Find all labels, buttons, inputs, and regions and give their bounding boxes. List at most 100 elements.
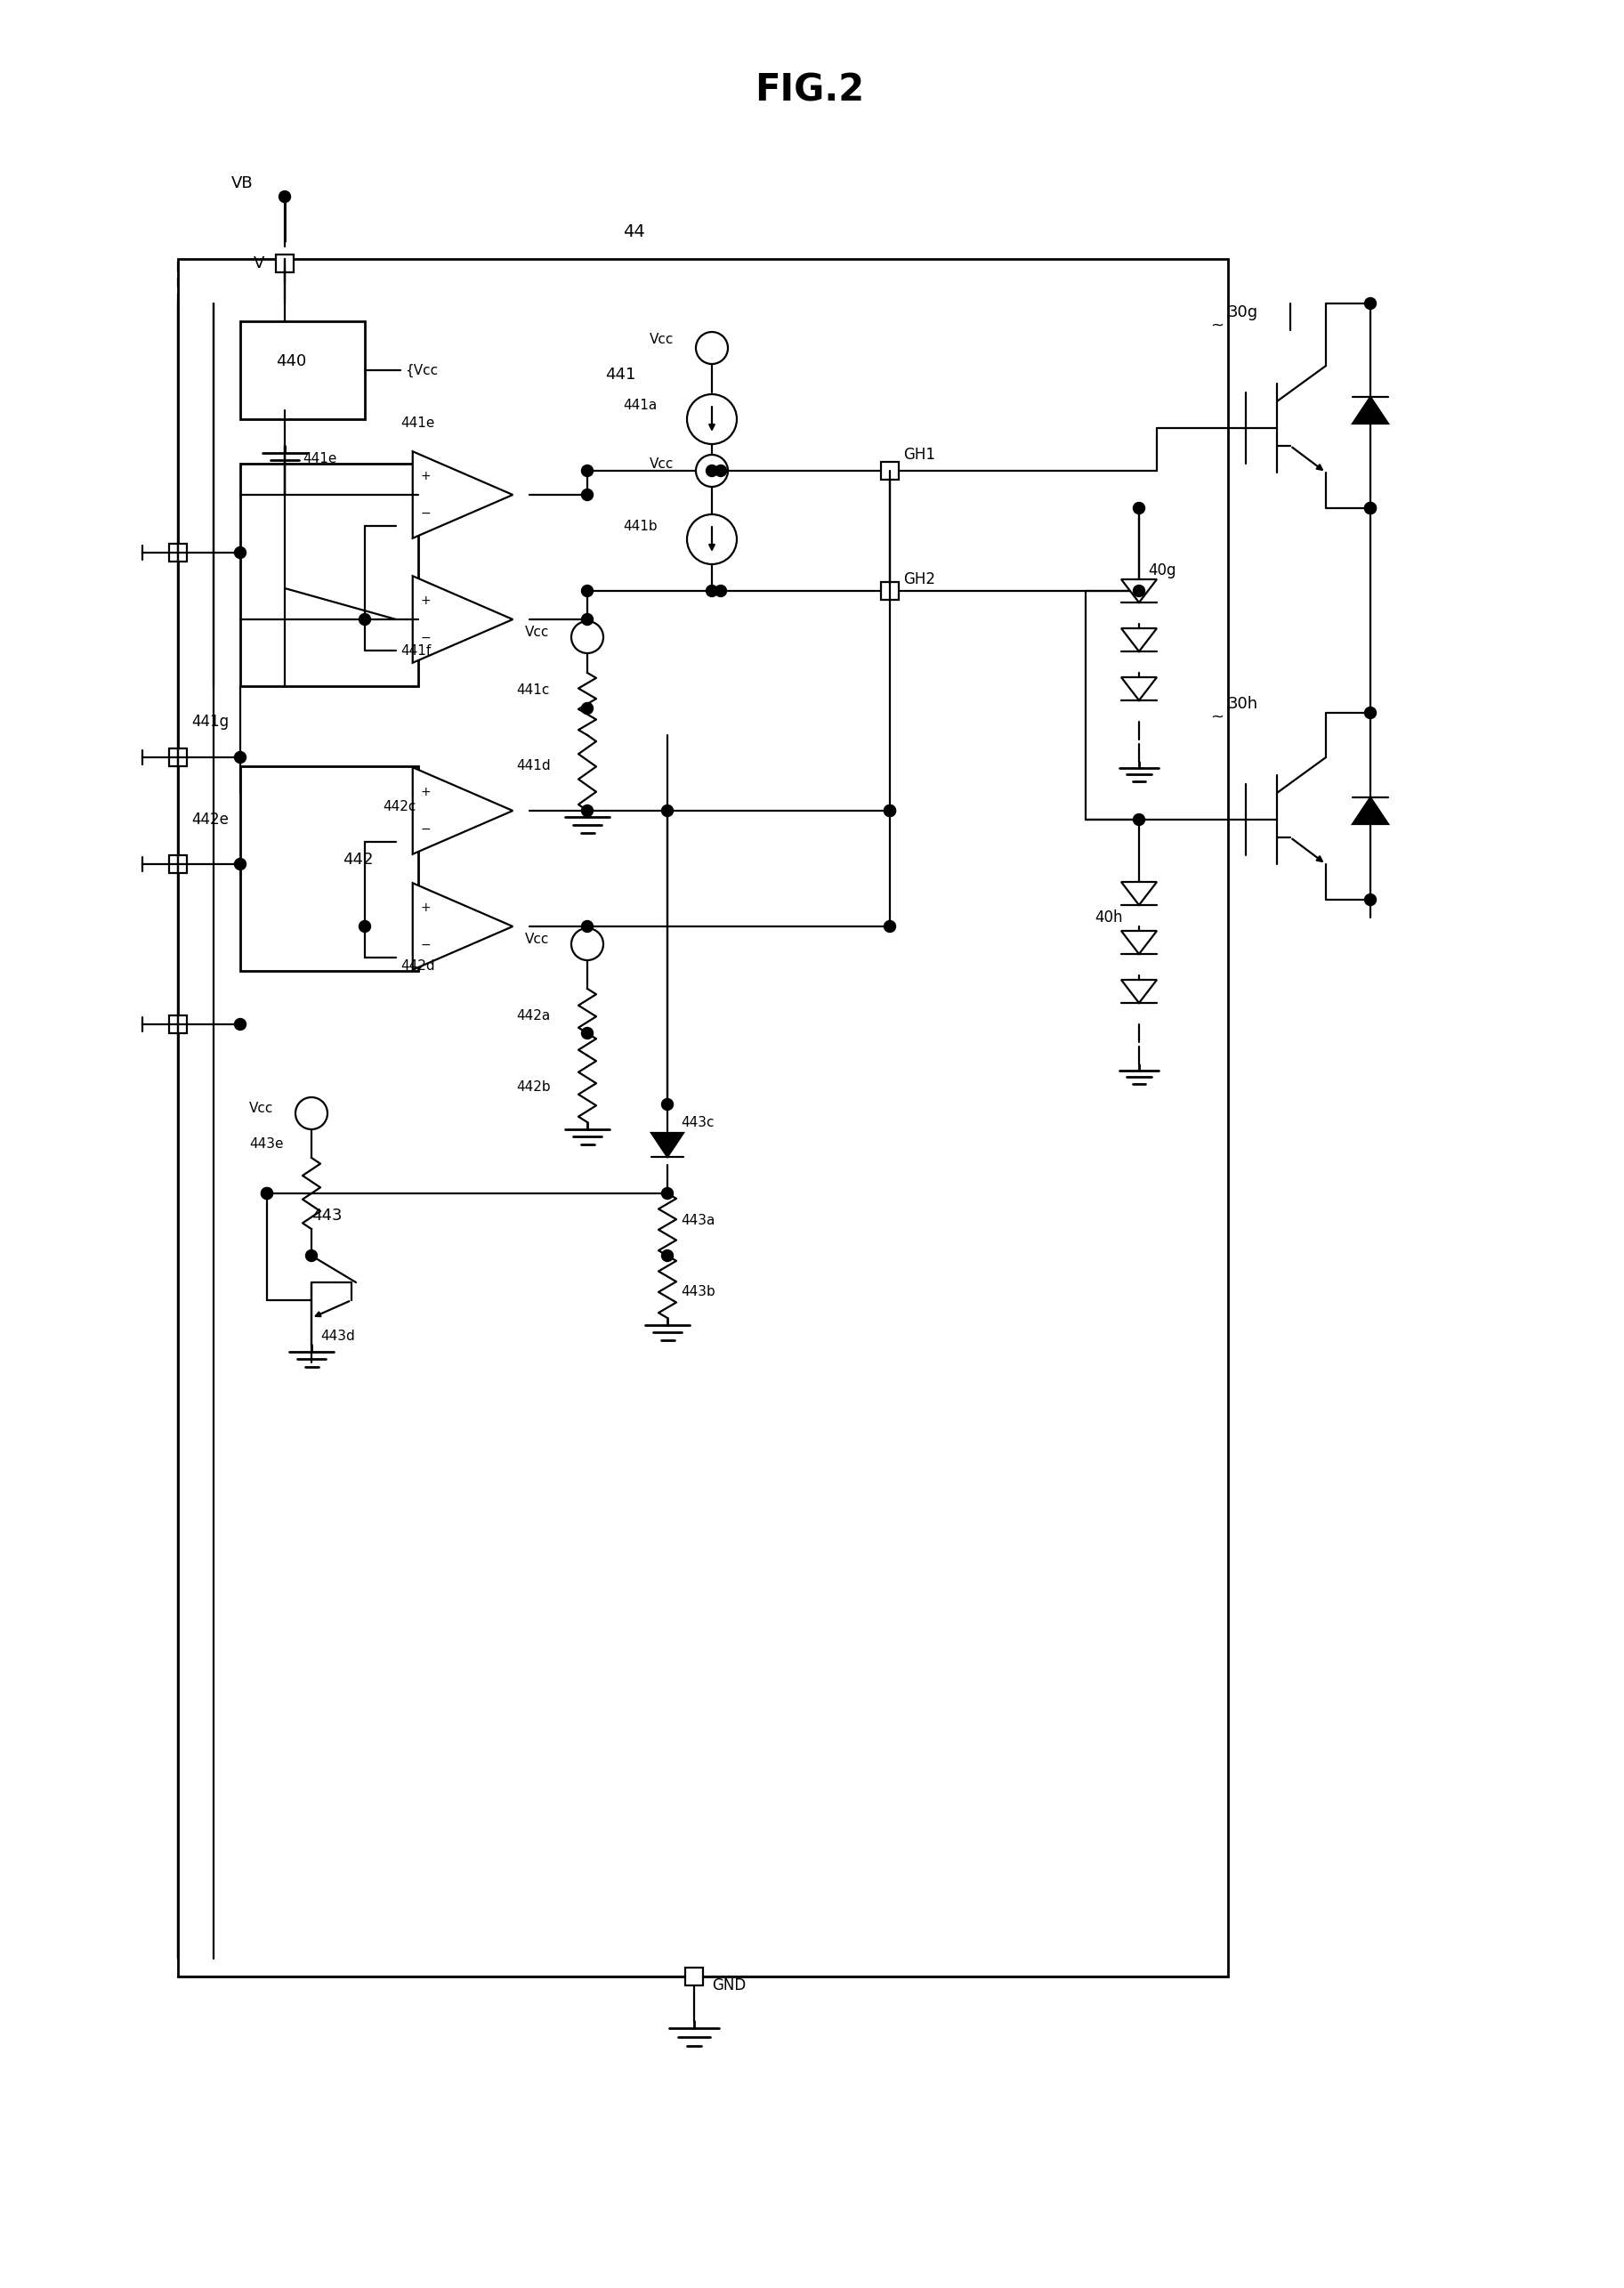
Text: −: − — [421, 824, 432, 835]
Text: FIG.2: FIG.2 — [755, 71, 864, 108]
Circle shape — [661, 1249, 674, 1261]
Text: 440: 440 — [276, 352, 307, 368]
Text: 443: 443 — [312, 1208, 343, 1224]
Text: Vcc: Vcc — [525, 627, 549, 638]
Circle shape — [1364, 503, 1376, 515]
Polygon shape — [1121, 881, 1156, 906]
Text: 441f: 441f — [401, 643, 430, 657]
Circle shape — [234, 1018, 247, 1030]
Text: 30g: 30g — [1228, 304, 1259, 320]
Circle shape — [1134, 586, 1145, 597]
Text: 44: 44 — [624, 224, 645, 240]
Text: 442d: 442d — [401, 959, 435, 972]
Text: Vcc: Vcc — [650, 458, 674, 471]
Circle shape — [234, 547, 247, 558]
Polygon shape — [412, 766, 513, 853]
Circle shape — [305, 1249, 317, 1261]
Text: 442b: 442b — [516, 1080, 551, 1094]
Circle shape — [359, 613, 370, 625]
Bar — [276, 254, 294, 272]
Text: 442: 442 — [343, 851, 374, 867]
Circle shape — [715, 464, 726, 476]
Bar — [685, 1968, 703, 1986]
Circle shape — [581, 490, 593, 501]
Text: Vcc: Vcc — [525, 934, 549, 947]
Text: 441: 441 — [606, 366, 635, 382]
Text: {Vcc: {Vcc — [404, 364, 438, 378]
Text: +: + — [421, 901, 432, 913]
Text: V: V — [253, 256, 265, 272]
Circle shape — [883, 805, 896, 817]
Polygon shape — [412, 577, 513, 664]
Circle shape — [359, 920, 370, 931]
Text: 40g: 40g — [1148, 563, 1176, 579]
Polygon shape — [1121, 677, 1156, 700]
Text: 441d: 441d — [516, 760, 551, 773]
Circle shape — [581, 586, 593, 597]
Circle shape — [883, 805, 896, 817]
Text: Vcc: Vcc — [650, 332, 674, 345]
Bar — [240, 766, 419, 970]
Polygon shape — [1121, 579, 1156, 602]
Circle shape — [661, 1098, 674, 1110]
Text: 443c: 443c — [680, 1117, 715, 1128]
Polygon shape — [1121, 629, 1156, 652]
Polygon shape — [651, 1133, 684, 1158]
Bar — [880, 581, 898, 599]
Circle shape — [1364, 895, 1376, 906]
Circle shape — [706, 586, 718, 597]
Text: −: − — [421, 631, 432, 645]
Text: +: + — [421, 469, 432, 483]
Text: 442e: 442e — [192, 812, 229, 828]
Bar — [169, 856, 187, 874]
Circle shape — [661, 805, 674, 817]
Text: ~: ~ — [1210, 709, 1223, 725]
Text: +: + — [421, 785, 432, 799]
Polygon shape — [1121, 979, 1156, 1002]
Circle shape — [695, 455, 728, 487]
Text: −: − — [421, 938, 432, 952]
Bar — [179, 259, 1228, 1977]
Circle shape — [1364, 503, 1376, 515]
Circle shape — [695, 332, 728, 364]
Text: 30h: 30h — [1228, 696, 1259, 712]
Polygon shape — [412, 883, 513, 970]
Text: 443e: 443e — [248, 1137, 284, 1151]
Text: 443d: 443d — [320, 1329, 354, 1343]
Circle shape — [296, 1098, 328, 1130]
Circle shape — [261, 1187, 273, 1199]
Text: VB: VB — [231, 176, 253, 192]
Text: 441e: 441e — [401, 416, 435, 430]
Circle shape — [581, 613, 593, 625]
Bar — [169, 545, 187, 561]
Text: +: + — [421, 595, 432, 606]
Text: ~: ~ — [1210, 318, 1223, 334]
Circle shape — [572, 620, 604, 652]
Bar — [240, 464, 419, 686]
Bar — [169, 748, 187, 766]
Text: GND: GND — [711, 1977, 745, 1993]
Circle shape — [687, 515, 737, 565]
Text: 40h: 40h — [1095, 911, 1122, 927]
Circle shape — [279, 190, 291, 201]
Polygon shape — [1353, 799, 1389, 824]
Text: −: − — [421, 508, 432, 519]
Circle shape — [1134, 815, 1145, 826]
Text: 441g: 441g — [192, 714, 229, 730]
Bar — [240, 320, 365, 419]
Text: 441c: 441c — [516, 684, 549, 698]
Circle shape — [234, 750, 247, 764]
Text: Vcc: Vcc — [248, 1103, 273, 1117]
Circle shape — [1364, 297, 1376, 309]
Circle shape — [687, 394, 737, 444]
Text: 442c: 442c — [383, 799, 416, 812]
Text: 441b: 441b — [624, 519, 658, 533]
Circle shape — [1364, 707, 1376, 718]
Text: 441e: 441e — [302, 453, 336, 467]
Circle shape — [581, 464, 593, 476]
Polygon shape — [412, 451, 513, 538]
Circle shape — [581, 805, 593, 817]
Circle shape — [715, 586, 726, 597]
Bar — [880, 462, 898, 480]
Polygon shape — [1121, 931, 1156, 954]
